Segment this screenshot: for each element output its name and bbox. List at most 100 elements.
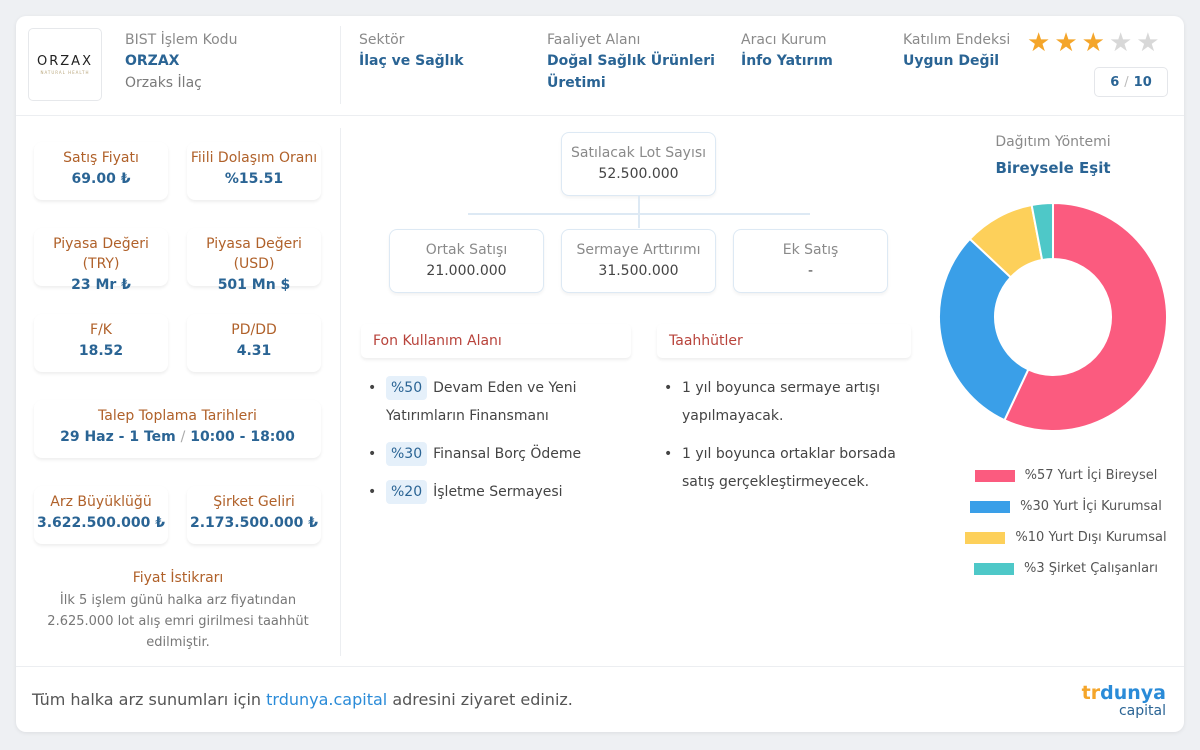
legend-item: %10 Yurt Dışı Kurumsal bbox=[956, 522, 1176, 553]
rating-separator: / bbox=[1124, 74, 1129, 90]
bullet-icon: • bbox=[368, 446, 377, 462]
index-label: Katılım Endeksi bbox=[903, 32, 1011, 48]
capital-increase-label: Sermaye Arttırımı bbox=[576, 242, 701, 258]
fund-percent: %50 bbox=[386, 376, 428, 400]
partner-sale-value: 21.000.000 bbox=[426, 263, 507, 279]
pe-label: F/K bbox=[90, 322, 112, 338]
company-code: ORZAX bbox=[125, 53, 180, 69]
bullet-icon: • bbox=[368, 484, 377, 500]
star-filled-icon: ★ bbox=[1027, 28, 1051, 58]
logo-text: ORZAX bbox=[37, 54, 93, 69]
sector-value: İlaç ve Sağlık bbox=[359, 53, 464, 69]
pe-value: 18.52 bbox=[78, 343, 124, 359]
header: ORZAX NATURAL HEALTH BIST İşlem Kodu ORZ… bbox=[16, 16, 1184, 116]
legend-label: %57 Yurt İçi Bireysel bbox=[1024, 468, 1158, 483]
legend-item: %3 Şirket Çalışanları bbox=[956, 553, 1176, 584]
brand-logo: trdunya capital bbox=[1082, 683, 1166, 719]
donut-slice bbox=[1030, 202, 1054, 262]
mcap-usd-stat: Piyasa Değeri (USD) 501 Mn $ bbox=[187, 228, 321, 293]
legend-swatch bbox=[974, 469, 1015, 482]
company-info: BIST İşlem Kodu ORZAX Orzaks İlaç bbox=[125, 30, 237, 94]
time-range: 10:00 - 18:00 bbox=[190, 429, 295, 445]
brand-tr: tr bbox=[1081, 682, 1101, 704]
broker-label: Aracı Kurum bbox=[741, 32, 827, 48]
price-stat: Satış Fiyatı 69.00 ₺ bbox=[34, 142, 168, 200]
distribution-label: Dağıtım Yöntemi bbox=[995, 134, 1111, 150]
brand-capital: capital bbox=[1118, 703, 1166, 719]
code-label: BIST İşlem Kodu bbox=[125, 32, 238, 48]
rating-badge: 6 / 10 bbox=[1094, 67, 1168, 97]
legend-swatch bbox=[965, 531, 1006, 544]
capital-increase-box: Sermaye Arttırımı 31.500.000 bbox=[561, 229, 716, 293]
pb-label: PD/DD bbox=[231, 322, 277, 338]
ipo-card: ORZAX NATURAL HEALTH BIST İşlem Kodu ORZ… bbox=[16, 16, 1184, 732]
dates-value: 29 Haz - 1 Tem / 10:00 - 18:00 bbox=[34, 426, 321, 448]
fund-text: Devam Eden ve Yeni Yatırımların Finansma… bbox=[386, 380, 577, 424]
legend-label: %30 Yurt İçi Kurumsal bbox=[1020, 499, 1162, 514]
float-value: %15.51 bbox=[224, 171, 284, 187]
legend-swatch bbox=[970, 500, 1011, 513]
fund-percent: %20 bbox=[386, 480, 428, 504]
distribution-donut-chart bbox=[938, 202, 1168, 432]
logo-subtext: NATURAL HEALTH bbox=[40, 70, 90, 75]
extra-sale-box: Ek Satış - bbox=[733, 229, 888, 293]
fund-usage-list: • %50 Devam Eden ve Yeni Yatırımların Fina… bbox=[368, 374, 618, 516]
pe-stat: F/K 18.52 bbox=[34, 314, 168, 372]
bullet-icon: • bbox=[664, 446, 673, 462]
fund-item: • %30 Finansal Borç Ödeme bbox=[368, 440, 618, 468]
commitment-text: 1 yıl boyunca sermaye artışı yapılmayaca… bbox=[682, 380, 880, 424]
rating-max: 10 bbox=[1133, 74, 1152, 90]
donut-slice bbox=[938, 237, 1030, 422]
donut-slice bbox=[1003, 202, 1168, 432]
legend-label: %10 Yurt Dışı Kurumsal bbox=[1015, 530, 1167, 545]
pb-value: 4.31 bbox=[236, 343, 272, 359]
dates-stat: Talep Toplama Tarihleri 29 Haz - 1 Tem /… bbox=[34, 400, 321, 458]
mcap-try-value: 23 Mr ₺ bbox=[71, 277, 131, 293]
index-value: Uygun Değil bbox=[903, 53, 1000, 69]
size-stat: Arz Büyüklüğü 3.622.500.000 ₺ bbox=[34, 486, 168, 544]
fund-percent: %30 bbox=[386, 442, 428, 466]
footer-link[interactable]: trdunya.capital bbox=[266, 690, 388, 709]
sector-info: Sektör İlaç ve Sağlık bbox=[359, 30, 464, 72]
star-filled-icon: ★ bbox=[1054, 28, 1078, 58]
size-label: Arz Büyüklüğü bbox=[50, 494, 152, 510]
date-range: 29 Haz - 1 Tem bbox=[60, 429, 176, 445]
revenue-value: 2.173.500.000 ₺ bbox=[190, 515, 318, 531]
pb-stat: PD/DD 4.31 bbox=[187, 314, 321, 372]
dates-separator: / bbox=[180, 429, 186, 445]
activity-value-line1: Doğal Sağlık Ürünleri bbox=[547, 53, 715, 69]
stability-label: Fiyat İstikrarı bbox=[132, 570, 224, 586]
total-lots-value: 52.500.000 bbox=[598, 166, 679, 182]
size-value: 3.622.500.000 ₺ bbox=[37, 515, 165, 531]
main-divider bbox=[340, 128, 341, 656]
commitment-item: • 1 yıl boyunca sermaye artışı yapılmayac… bbox=[664, 374, 904, 430]
activity-value-line2: Üretimi bbox=[547, 75, 606, 91]
legend-label: %3 Şirket Çalışanları bbox=[1023, 561, 1159, 576]
star-rating: ★ ★ ★ ★ ★ bbox=[1027, 30, 1160, 56]
company-logo: ORZAX NATURAL HEALTH bbox=[28, 28, 102, 101]
commitment-item: • 1 yıl boyunca ortaklar borsada satış ge… bbox=[664, 440, 904, 496]
legend-item: %57 Yurt İçi Bireysel bbox=[956, 460, 1176, 491]
dates-label: Talep Toplama Tarihleri bbox=[98, 408, 257, 424]
float-label: Fiili Dolaşım Oranı bbox=[190, 150, 318, 166]
rating-value: 6 bbox=[1110, 74, 1120, 90]
activity-label: Faaliyet Alanı bbox=[547, 32, 641, 48]
sector-label: Sektör bbox=[359, 32, 405, 48]
header-divider bbox=[340, 26, 341, 104]
index-info: Katılım Endeksi Uygun Değil bbox=[903, 30, 1010, 72]
star-filled-icon: ★ bbox=[1081, 28, 1105, 58]
footer-text-before: Tüm halka arz sunumları için bbox=[32, 690, 267, 709]
extra-sale-value: - bbox=[807, 263, 814, 279]
revenue-stat: Şirket Geliri 2.173.500.000 ₺ bbox=[187, 486, 321, 544]
brand-dunya: dunya bbox=[1100, 682, 1166, 704]
company-name: Orzaks İlaç bbox=[125, 75, 202, 91]
star-empty-icon: ★ bbox=[1108, 28, 1133, 58]
stability-text: İlk 5 işlem günü halka arz fiyatından 2.… bbox=[47, 593, 309, 650]
price-value: 69.00 ₺ bbox=[71, 171, 131, 187]
price-stability: Fiyat İstikrarı İlk 5 işlem günü halka a… bbox=[38, 568, 318, 653]
legend-item: %30 Yurt İçi Kurumsal bbox=[956, 491, 1176, 522]
float-stat: Fiili Dolaşım Oranı %15.51 bbox=[187, 142, 321, 200]
total-lots-box: Satılacak Lot Sayısı 52.500.000 bbox=[561, 132, 716, 196]
chart-legend: %57 Yurt İçi Bireysel %30 Yurt İçi Kurums… bbox=[956, 460, 1176, 584]
fund-usage-header: Fon Kullanım Alanı bbox=[361, 324, 631, 358]
